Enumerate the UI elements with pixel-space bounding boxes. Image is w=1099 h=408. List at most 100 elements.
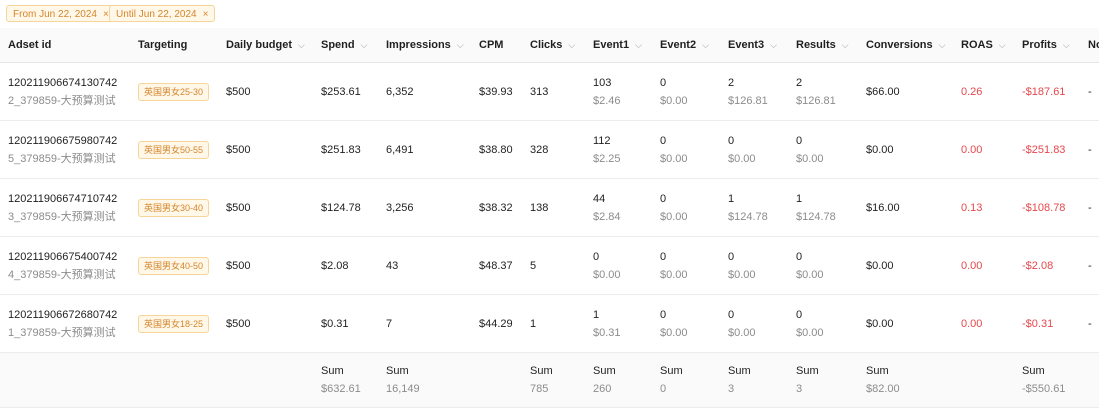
column-header-profits[interactable]: Profits ⌵ — [1014, 28, 1080, 63]
profits-cell: -$2.08 — [1014, 236, 1080, 295]
event3-cell-subvalue: $124.78 — [728, 210, 768, 223]
impressions-cell: 3,256 — [378, 178, 471, 237]
chevron-down-icon[interactable]: ⌵ — [360, 40, 368, 50]
daily-budget-cell: $500 — [218, 62, 313, 121]
conversions-cell-value: $0.00 — [866, 317, 894, 330]
roas-cell-value: 0.26 — [961, 85, 983, 98]
results-cell: 2 $126.81 — [788, 62, 858, 121]
daily-budget-cell: $500 — [218, 236, 313, 295]
event3-cell: 0 $0.00 — [720, 120, 788, 179]
adset-id-cell-subvalue: 4_379859-大预算测试 — [8, 268, 116, 281]
column-header-conversions[interactable]: Conversions ⌵ — [858, 28, 953, 63]
chevron-down-icon[interactable]: ⌵ — [635, 40, 642, 50]
clicks-cell: 5 — [522, 236, 585, 295]
column-header-label: No — [1088, 39, 1099, 51]
chevron-down-icon[interactable]: ⌵ — [998, 40, 1006, 50]
column-header-impressions[interactable]: Impressions ⌵ — [378, 28, 471, 63]
adset-id-cell-value: 120211906674710742 — [8, 192, 118, 205]
column-header-event1[interactable]: Event1 ⌵ — [585, 28, 652, 63]
cpm-cell-value: $44.29 — [479, 317, 513, 330]
roas-cell: 0.13 — [953, 178, 1014, 237]
sum-label: Sum — [728, 365, 751, 377]
event2-cell: 0 $0.00 — [652, 178, 720, 237]
cpm-cell: $39.93 — [471, 62, 522, 121]
chevron-down-icon[interactable]: ⌵ — [841, 40, 849, 50]
column-header-label: Spend — [321, 39, 355, 51]
sum-results: Sum 3 — [788, 352, 858, 408]
column-header-roas[interactable]: ROAS ⌵ — [953, 28, 1014, 63]
filter-tag-label: Until Jun 22, 2024 — [116, 9, 197, 20]
column-header-daily-budget[interactable]: Daily budget ⌵ — [218, 28, 313, 63]
column-header-no[interactable]: No — [1080, 28, 1099, 63]
filter-tag-until[interactable]: Until Jun 22, 2024 × — [109, 5, 216, 22]
chevron-down-icon[interactable]: ⌵ — [298, 40, 305, 50]
chevron-down-icon[interactable]: ⌵ — [456, 40, 464, 50]
impressions-cell-value: 6,491 — [386, 143, 414, 156]
daily-budget-cell-value: $500 — [226, 85, 251, 98]
close-icon[interactable]: × — [102, 9, 109, 20]
filter-bar: From Jun 22, 2024 × Until Jun 22, 2024 × — [0, 0, 1099, 29]
column-header-cpm[interactable]: CPM — [471, 28, 522, 63]
table-row[interactable]: 120211906675980742 5_379859-大预算测试 英国男女50-5… — [0, 120, 1099, 179]
targeting-badge: 英国男女18-25 — [138, 314, 210, 333]
chevron-down-icon[interactable]: ⌵ — [1062, 40, 1070, 50]
event1-cell-subvalue: $0.31 — [593, 326, 621, 339]
sum-label: Sum — [866, 365, 889, 377]
table-row[interactable]: 120211906675400742 4_379859-大预算测试 英国男女40-5… — [0, 236, 1099, 295]
chevron-down-icon[interactable]: ⌵ — [938, 40, 946, 50]
clicks-cell: 1 — [522, 294, 585, 353]
results-cell-value: 1 — [796, 192, 803, 205]
extra-cell-value: - — [1088, 85, 1092, 98]
column-header-event3[interactable]: Event3 ⌵ — [720, 28, 788, 63]
adset-table: Adset id Targeting Daily budget ⌵ Spend ⌵ Impr… — [0, 28, 1099, 408]
spend-cell-value: $253.61 — [321, 85, 361, 98]
conversions-cell: $0.00 — [858, 236, 953, 295]
event2-cell-subvalue: $0.00 — [660, 94, 688, 107]
event1-cell: 44 $2.84 — [585, 178, 652, 237]
column-header-targeting[interactable]: Targeting — [130, 28, 218, 63]
spend-cell: $251.83 — [313, 120, 378, 179]
cpm-cell: $44.29 — [471, 294, 522, 353]
column-header-results[interactable]: Results ⌵ — [788, 28, 858, 63]
cpm-cell-value: $38.32 — [479, 201, 513, 214]
filter-tag-from[interactable]: From Jun 22, 2024 × — [6, 5, 116, 22]
roas-cell: 0.00 — [953, 236, 1014, 295]
extra-cell: - — [1080, 62, 1099, 121]
clicks-cell-value: 328 — [530, 143, 549, 156]
chevron-down-icon[interactable]: ⌵ — [770, 40, 777, 50]
chevron-down-icon[interactable]: ⌵ — [568, 40, 576, 50]
targeting-cell: 英国男女18-25 — [130, 294, 218, 353]
daily-budget-cell: $500 — [218, 178, 313, 237]
close-icon[interactable]: × — [202, 9, 209, 20]
table-row[interactable]: 120211906672680742 1_379859-大预算测试 英国男女18-2… — [0, 294, 1099, 353]
extra-cell-value: - — [1088, 201, 1092, 214]
results-cell: 0 $0.00 — [788, 120, 858, 179]
table-row[interactable]: 120211906674710742 3_379859-大预算测试 英国男女30-4… — [0, 178, 1099, 237]
sum-label: Sum — [593, 365, 616, 377]
event3-cell: 0 $0.00 — [720, 236, 788, 295]
table-row[interactable]: 120211906674130742 2_379859-大预算测试 英国男女25-3… — [0, 62, 1099, 121]
event3-cell: 1 $124.78 — [720, 178, 788, 237]
sum-results-value: 3 — [796, 383, 803, 395]
spend-cell: $253.61 — [313, 62, 378, 121]
column-header-label: Profits — [1022, 39, 1057, 51]
event2-cell-subvalue: $0.00 — [660, 326, 688, 339]
impressions-cell: 6,491 — [378, 120, 471, 179]
clicks-cell-value: 138 — [530, 201, 549, 214]
column-header-label: Daily budget — [226, 39, 293, 51]
conversions-cell: $0.00 — [858, 294, 953, 353]
impressions-cell: 43 — [378, 236, 471, 295]
column-header-clicks[interactable]: Clicks ⌵ — [522, 28, 585, 63]
chevron-down-icon[interactable]: ⌵ — [702, 40, 709, 50]
column-header-spend[interactable]: Spend ⌵ — [313, 28, 378, 63]
sum-roas — [953, 352, 1014, 408]
sum-event2: Sum 0 — [652, 352, 720, 408]
conversions-cell-value: $16.00 — [866, 201, 900, 214]
column-header-adset-id[interactable]: Adset id — [0, 28, 130, 63]
conversions-cell-value: $66.00 — [866, 85, 900, 98]
impressions-cell-value: 3,256 — [386, 201, 414, 214]
cpm-cell-value: $38.80 — [479, 143, 513, 156]
column-header-event2[interactable]: Event2 ⌵ — [652, 28, 720, 63]
sum-event2-value: 0 — [660, 383, 667, 395]
event1-cell-subvalue: $2.25 — [593, 152, 621, 165]
